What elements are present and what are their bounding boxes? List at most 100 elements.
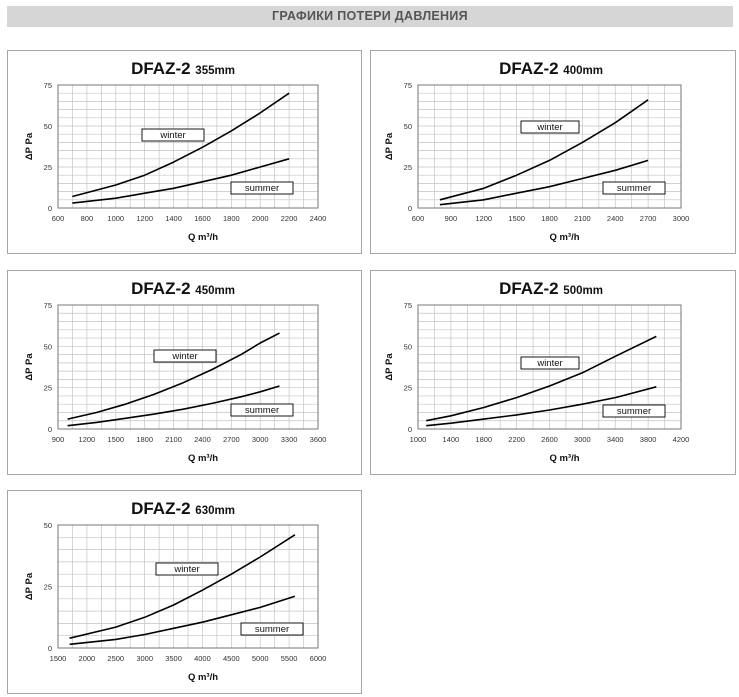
chart-0-plot-frame <box>57 84 319 209</box>
chart-1-x-tick-label: 1800 <box>541 214 558 223</box>
chart-3-legend-summer-box <box>602 404 666 418</box>
chart-630-svg: 0 25 50 1500 2000 2500 3000 3500 4000 4500 5000 550… <box>24 499 327 683</box>
chart-4-x-tick-label: 3500 <box>165 654 182 663</box>
chart-1-x-tick-label: 2700 <box>640 214 657 223</box>
chart-2-x-tick-label: 1500 <box>107 435 124 444</box>
chart-0-legend-summer-box <box>230 181 294 195</box>
chart-2-legend-winter-box <box>153 349 217 363</box>
chart-2-legend-summer-label: summer <box>245 405 279 416</box>
chart-2-x-tick-label: 2400 <box>194 435 211 444</box>
chart-3-y-axis-label: ΔP Pa <box>384 353 395 381</box>
chart-0-title-size: 355mm <box>195 65 235 77</box>
chart-2-y-axis-label: ΔP Pa <box>24 353 35 381</box>
chart-4-legend-winter-box <box>155 562 219 576</box>
chart-4-title-size: 630mm <box>195 505 235 517</box>
chart-panel-355: 0 25 50 75 600 800 1000 1200 1400 1600 1800 2000 220… <box>7 50 362 254</box>
chart-2-title-size: 450mm <box>195 285 235 297</box>
chart-0-y-tick-label: 50 <box>44 122 52 131</box>
chart-4-x-tick-label: 3000 <box>136 654 153 663</box>
chart-0-x-tick-label: 1400 <box>165 214 182 223</box>
chart-1-x-tick-label: 600 <box>412 214 425 223</box>
chart-355-svg: 0 25 50 75 600 800 1000 1200 1400 1600 1800 2000 220… <box>24 59 327 243</box>
chart-3-y-tick-label: 25 <box>404 384 412 393</box>
chart-1-series-summer-line <box>439 159 649 206</box>
chart-1-x-tick-label: 2100 <box>574 214 591 223</box>
chart-1-title: DFAZ-2 400mm <box>499 59 603 78</box>
chart-2-series-summer-line <box>67 385 280 427</box>
chart-4-title-main: DFAZ-2 <box>131 499 195 518</box>
chart-1-plot-frame <box>417 84 682 209</box>
chart-0-title: DFAZ-2 355mm <box>131 59 235 78</box>
chart-4-x-tick-label: 4000 <box>194 654 211 663</box>
chart-4-title: DFAZ-2 630mm <box>131 499 235 518</box>
chart-2-x-tick-label: 900 <box>52 435 65 444</box>
chart-2-x-tick-label: 2100 <box>165 435 182 444</box>
chart-3-x-tick-label: 1000 <box>410 435 427 444</box>
chart-1-x-tick-label: 1500 <box>508 214 525 223</box>
chart-3-x-tick-label: 3000 <box>574 435 591 444</box>
chart-panel-400: 0 25 50 75 600 900 1200 1500 1800 2100 2400 2700 300… <box>370 50 736 254</box>
chart-400-svg: 0 25 50 75 600 900 1200 1500 1800 2100 2400 2700 300… <box>384 59 689 243</box>
chart-4-y-tick-label: 25 <box>44 583 52 592</box>
chart-1-x-tick-label: 1200 <box>475 214 492 223</box>
chart-1-series-winter-line <box>439 99 649 201</box>
chart-2-y-tick-label: 25 <box>44 384 52 393</box>
chart-4-legend-summer-label: summer <box>255 624 289 635</box>
chart-1-legend-winter-label: winter <box>536 122 562 133</box>
chart-1-legend-winter-box <box>520 120 580 134</box>
chart-0-x-tick-label: 1000 <box>107 214 124 223</box>
chart-2-legend-winter-label: winter <box>171 351 197 362</box>
chart-2-y-tick-label: 75 <box>44 301 52 310</box>
chart-0-x-tick-label: 2200 <box>281 214 298 223</box>
chart-1-x-tick-label: 2400 <box>607 214 624 223</box>
chart-1-title-size: 400mm <box>563 65 603 77</box>
chart-1-y-tick-label: 75 <box>404 81 412 90</box>
chart-1-legend-summer-label: summer <box>617 183 651 194</box>
chart-0-series-winter-line <box>72 92 290 198</box>
chart-0-title-main: DFAZ-2 <box>131 59 195 78</box>
chart-500-svg: 0 25 50 75 1000 1400 1800 2200 2600 3000 3400 3800 4… <box>384 279 690 464</box>
chart-3-x-tick-label: 4200 <box>673 435 690 444</box>
chart-2-title: DFAZ-2 450mm <box>131 279 235 298</box>
chart-0-legend-winter-box <box>141 128 205 142</box>
chart-1-title-main: DFAZ-2 <box>499 59 563 78</box>
chart-3-series-winter-line <box>426 335 657 422</box>
chart-3-y-tick-label: 75 <box>404 301 412 310</box>
chart-1-y-tick-label: 25 <box>404 163 412 172</box>
chart-0-x-tick-label: 600 <box>52 214 65 223</box>
chart-3-x-axis-label: Q m³/h <box>549 453 579 464</box>
page-title: ГРАФИКИ ПОТЕРИ ДАВЛЕНИЯ <box>272 9 468 23</box>
chart-450-svg: 0 25 50 75 900 1200 1500 1800 2100 2400 2700 3000 33… <box>24 279 327 464</box>
chart-4-y-axis-label: ΔP Pa <box>24 572 35 600</box>
chart-2-x-tick-label: 3300 <box>281 435 298 444</box>
chart-3-series-summer-line <box>426 386 657 427</box>
chart-0-legend-winter-label: winter <box>159 130 185 141</box>
chart-3-y-tick-label: 0 <box>408 425 412 434</box>
chart-0-y-axis-label: ΔP Pa <box>24 132 35 160</box>
chart-0-x-tick-label: 1800 <box>223 214 240 223</box>
chart-3-legend-winter-box <box>520 356 580 370</box>
chart-2-y-tick-label: 0 <box>48 425 52 434</box>
chart-4-legend-summer-box <box>240 622 304 636</box>
chart-4-x-tick-label: 2000 <box>79 654 96 663</box>
chart-3-title-main: DFAZ-2 <box>499 279 563 298</box>
chart-1-y-axis-label: ΔP Pa <box>384 132 395 160</box>
chart-0-x-axis-label: Q m³/h <box>188 232 218 243</box>
chart-0-x-tick-label: 2400 <box>310 214 327 223</box>
chart-0-legend-summer-label: summer <box>245 183 279 194</box>
chart-0-series-summer-line <box>72 158 290 204</box>
chart-3-y-tick-label: 50 <box>404 342 412 351</box>
chart-2-x-tick-label: 1200 <box>79 435 96 444</box>
chart-4-x-tick-label: 1500 <box>50 654 67 663</box>
chart-2-x-tick-label: 2700 <box>223 435 240 444</box>
chart-4-x-tick-label: 5500 <box>281 654 298 663</box>
chart-4-x-tick-label: 2500 <box>107 654 124 663</box>
chart-2-x-tick-label: 3600 <box>310 435 327 444</box>
chart-0-x-tick-label: 800 <box>81 214 94 223</box>
chart-4-x-tick-label: 5000 <box>252 654 269 663</box>
chart-panel-500: 0 25 50 75 1000 1400 1800 2200 2600 3000 3400 3800 4… <box>370 270 736 475</box>
chart-3-x-tick-label: 2600 <box>541 435 558 444</box>
chart-2-x-tick-label: 1800 <box>136 435 153 444</box>
chart-4-plot-frame <box>57 524 319 649</box>
chart-4-x-tick-label: 6000 <box>310 654 327 663</box>
